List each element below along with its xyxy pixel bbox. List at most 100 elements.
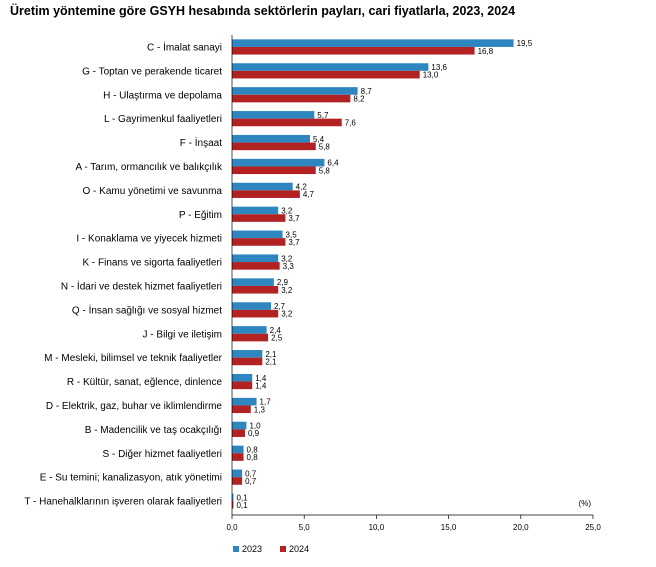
bar-2023 — [232, 445, 244, 454]
data-label-2023: 1,7 — [260, 398, 272, 407]
data-label-2024: 3,7 — [288, 214, 300, 223]
bar-2023 — [232, 350, 263, 358]
data-label-2024: 3,2 — [281, 310, 293, 319]
data-label-2023: 19,5 — [517, 39, 533, 48]
category-label: D - Elektrik, gaz, buhar ve iklimlendirm… — [46, 401, 223, 412]
data-label-2023: 2,7 — [274, 302, 286, 311]
data-label-2023: 0,1 — [236, 493, 248, 502]
bar-2023 — [232, 63, 429, 71]
data-label-2023: 4,2 — [296, 183, 308, 192]
bar-2023 — [232, 134, 310, 143]
data-label-2024: 0,7 — [245, 477, 257, 486]
legend-swatch-2023 — [233, 546, 239, 552]
x-tick-label: 5,0 — [299, 523, 311, 532]
category-label: C - İmalat sanayi — [147, 40, 222, 53]
category-label: L - Gayrimenkul faaliyetleri — [104, 114, 222, 125]
bar-2024 — [232, 285, 279, 294]
data-label-2023: 0,7 — [245, 469, 257, 478]
data-label-2024: 4,7 — [303, 190, 315, 199]
legend-swatch-2024 — [280, 546, 286, 552]
data-label-2023: 3,2 — [281, 254, 293, 263]
data-label-2024: 0,1 — [236, 501, 248, 510]
legend-label-2024: 2024 — [289, 544, 309, 554]
bar-2024 — [232, 46, 475, 55]
bar-2024 — [232, 453, 244, 461]
bar-2023 — [232, 469, 243, 478]
x-tick-label: 0,0 — [226, 523, 238, 532]
bar-2024 — [232, 118, 342, 127]
chart-title: Üretim yöntemine göre GSYH hesabında sek… — [10, 4, 516, 18]
bar-2023 — [232, 39, 514, 47]
bar-2024 — [232, 94, 351, 103]
category-label: A - Tarım, ormancılık ve balıkçılık — [75, 162, 223, 173]
bar-2023 — [232, 230, 283, 239]
data-label-2023: 0,8 — [247, 445, 259, 454]
legend-label-2023: 2023 — [242, 544, 262, 554]
bar-2023 — [232, 87, 358, 95]
data-label-2023: 5,4 — [313, 135, 325, 144]
bar-2024 — [232, 262, 280, 270]
data-label-2024: 5,8 — [319, 142, 331, 151]
category-label: G - Toptan ve perakende ticaret — [82, 66, 222, 77]
category-label: F - İnşaat — [180, 136, 222, 149]
bar-2024 — [232, 309, 279, 318]
bar-2023 — [232, 373, 253, 382]
category-label: J - Bilgi ve iletişim — [143, 329, 222, 340]
data-label-2023: 2,4 — [270, 326, 282, 335]
category-label: M - Mesleki, bilimsel ve teknik faaliyet… — [44, 353, 222, 364]
data-label-2024: 3,7 — [288, 238, 300, 247]
data-label-2024: 5,8 — [319, 166, 331, 175]
data-label-2024: 13,0 — [423, 71, 439, 80]
data-label-2024: 1,4 — [255, 381, 267, 390]
bar-2023 — [232, 182, 293, 191]
data-label-2023: 1,4 — [255, 374, 267, 383]
bar-2023 — [232, 206, 279, 215]
data-label-2024: 2,1 — [265, 357, 277, 366]
data-label-2024: 0,9 — [248, 429, 260, 438]
data-label-2023: 8,7 — [361, 87, 373, 96]
data-label-2024: 2,5 — [271, 334, 283, 343]
data-label-2023: 3,5 — [286, 230, 298, 239]
category-label: S - Diğer hizmet faaliyetleri — [103, 449, 222, 460]
bar-2024 — [232, 70, 420, 79]
bar-2024 — [232, 381, 253, 390]
data-label-2024: 8,2 — [353, 95, 365, 104]
category-label: N - İdari ve destek hizmet faaliyetleri — [61, 279, 222, 292]
data-label-2023: 3,2 — [281, 206, 293, 215]
bar-2024 — [232, 238, 286, 246]
category-label: O - Kamu yönetimi ve savunma — [83, 186, 223, 197]
data-label-2023: 2,9 — [277, 278, 289, 287]
data-label-2023: 5,7 — [317, 111, 329, 120]
category-label: P - Eğitim — [179, 210, 222, 221]
x-tick-label: 25,0 — [585, 523, 601, 532]
bar-2024 — [232, 405, 251, 414]
bar-2024 — [232, 429, 245, 437]
data-label-2023: 6,4 — [327, 159, 339, 168]
category-label: B - Madencilik ve taş ocakçılığı — [85, 425, 222, 436]
category-label: E - Su temini; kanalizasyon, atık yöneti… — [40, 473, 222, 484]
bar-2024 — [232, 501, 234, 509]
unit-label: (%) — [579, 499, 592, 508]
data-label-2024: 16,8 — [478, 47, 494, 56]
category-label: K - Finans ve sigorta faaliyetleri — [82, 258, 222, 269]
x-tick-label: 20,0 — [513, 523, 529, 532]
data-label-2024: 7,6 — [345, 118, 357, 127]
data-label-2024: 0,8 — [247, 453, 259, 462]
category-label: H - Ulaştırma ve depolama — [103, 90, 222, 101]
bar-2024 — [232, 190, 300, 198]
bar-2023 — [232, 302, 271, 310]
bar-2024 — [232, 477, 243, 485]
category-label: R - Kültür, sanat, eğlence, dinlence — [67, 377, 223, 388]
data-label-2024: 3,2 — [281, 286, 293, 295]
bar-2024 — [232, 357, 263, 366]
x-tick-label: 15,0 — [441, 523, 457, 532]
category-label: I - Konaklama ve yiyecek hizmeti — [76, 234, 222, 245]
bar-2024 — [232, 214, 286, 222]
data-label-2024: 3,3 — [283, 262, 295, 271]
bar-2023 — [232, 397, 257, 406]
bar-2023 — [232, 493, 234, 502]
bar-2023 — [232, 111, 315, 119]
bar-2023 — [232, 278, 274, 286]
